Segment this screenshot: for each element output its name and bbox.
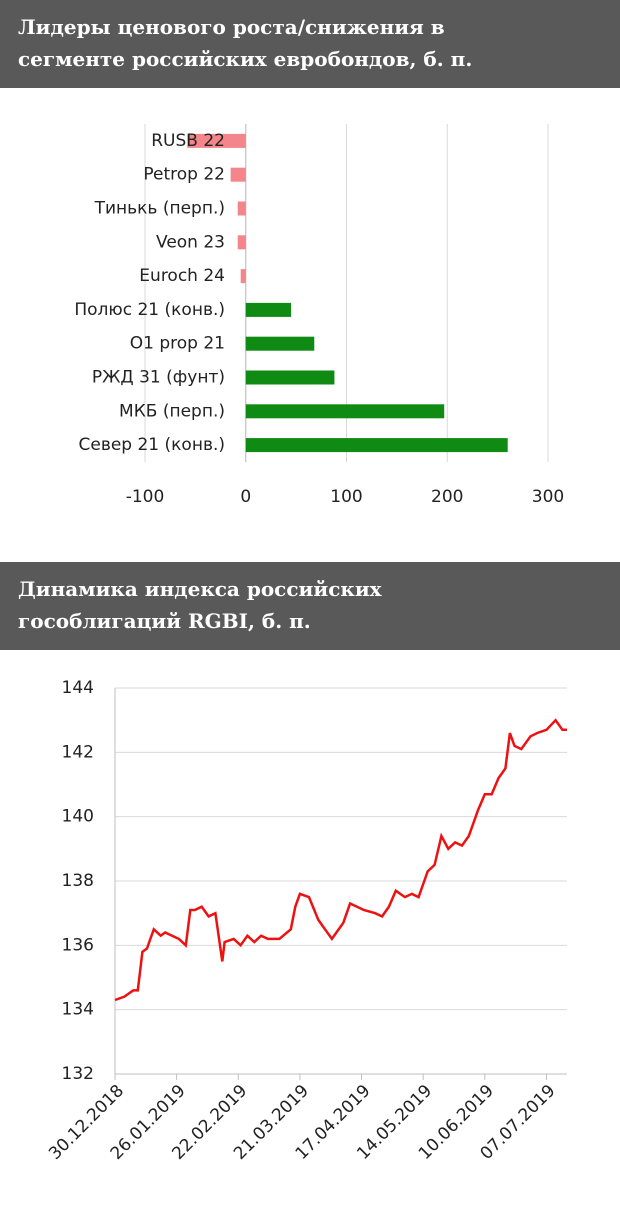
y-tick-label: РЖД 31 (фунт) [92,368,225,388]
x-tick-label: 100 [330,487,362,507]
bar [230,167,246,182]
x-tick-label: 0 [240,487,251,507]
y-tick-label: Полюс 21 (конв.) [74,300,225,320]
y-tick-label: МКБ (перп.) [119,401,225,421]
y-tick-label: Север 21 (конв.) [78,435,225,455]
y-tick-label: 142 [62,742,94,762]
bar [245,370,335,385]
y-tick-label: 134 [62,1000,94,1020]
chart-title: Лидеры ценового роста/снижения в сегменте… [18,15,472,71]
y-tick-label: Euroch 24 [139,266,225,286]
y-tick-label: Veon 23 [156,232,225,252]
y-tick-label: 140 [62,807,94,827]
y-tick-label: RUSB 22 [151,131,225,151]
bar [187,133,246,148]
bar [245,438,508,453]
header-bar [0,562,620,650]
chart-title: Динамика индекса российских гособлигаций … [18,577,383,633]
bar [245,404,445,419]
y-tick-label: Petrop 22 [143,165,225,185]
y-tick-label: O1 prop 21 [130,334,225,354]
y-tick-label: 138 [62,871,94,891]
bar [237,201,246,216]
y-tick-label: Тинькь (перп.) [94,199,225,219]
y-tick-label: 132 [62,1064,94,1084]
bar [245,302,292,317]
x-tick-label: 300 [532,487,564,507]
bar [237,235,246,250]
y-tick-label: 144 [62,678,94,698]
x-tick-label: -100 [126,487,165,507]
x-tick-label: 200 [431,487,463,507]
y-tick-label: 136 [62,935,94,955]
line [114,718,567,1002]
bar [245,336,315,351]
bar [240,269,246,284]
header-bar [0,0,620,88]
